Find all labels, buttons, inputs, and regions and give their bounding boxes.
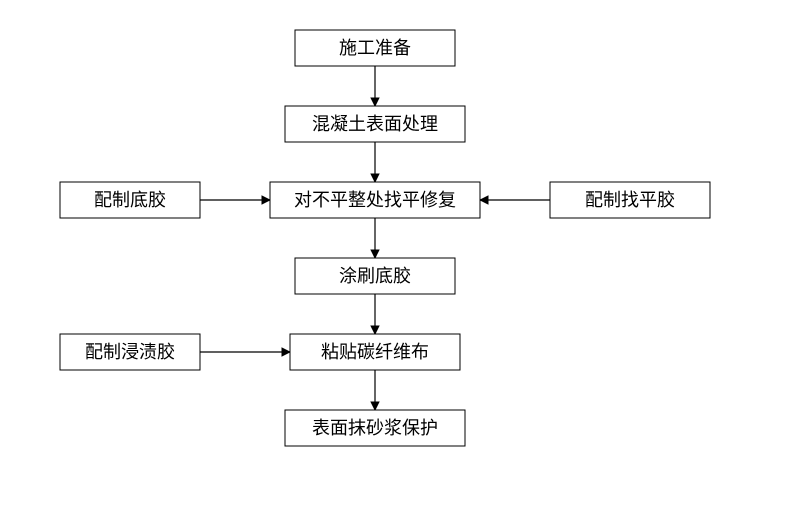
- flow-node-label: 配制浸渍胶: [85, 342, 175, 362]
- flow-node-s1: 配制底胶: [60, 182, 200, 218]
- flow-node-label: 对不平整处找平修复: [294, 190, 456, 210]
- flow-node-label: 粘贴碳纤维布: [321, 342, 429, 362]
- flow-node-label: 表面抹砂浆保护: [312, 418, 438, 438]
- flow-node-n2: 混凝土表面处理: [285, 106, 465, 142]
- flow-node-label: 施工准备: [339, 38, 411, 58]
- flow-node-s2: 配制找平胶: [550, 182, 710, 218]
- flow-node-label: 涂刷底胶: [339, 266, 411, 286]
- flowchart-canvas: 施工准备混凝土表面处理对不平整处找平修复涂刷底胶粘贴碳纤维布表面抹砂浆保护 配制底…: [0, 0, 800, 530]
- flow-node-n6: 表面抹砂浆保护: [285, 410, 465, 446]
- flow-node-n3: 对不平整处找平修复: [270, 182, 480, 218]
- flow-node-label: 配制找平胶: [585, 190, 675, 210]
- flow-node-s3: 配制浸渍胶: [60, 334, 200, 370]
- flow-node-n4: 涂刷底胶: [295, 258, 455, 294]
- flow-node-n1: 施工准备: [295, 30, 455, 66]
- flow-node-n5: 粘贴碳纤维布: [290, 334, 460, 370]
- nodes-layer: 施工准备混凝土表面处理对不平整处找平修复涂刷底胶粘贴碳纤维布表面抹砂浆保护 配制底…: [60, 30, 710, 446]
- flow-node-label: 配制底胶: [94, 190, 166, 210]
- flow-node-label: 混凝土表面处理: [312, 114, 438, 134]
